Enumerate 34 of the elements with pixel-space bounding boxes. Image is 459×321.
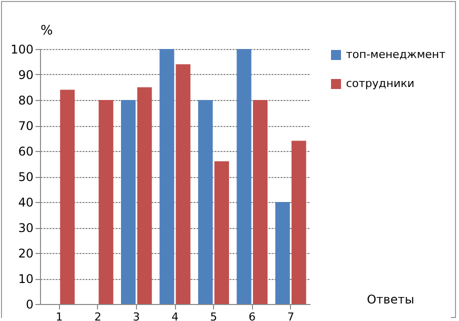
y-tick-label: 50: [18, 170, 34, 184]
y-tick-label: 90: [18, 68, 34, 82]
bar: [160, 49, 174, 304]
legend-label: топ-менеджмент: [346, 48, 446, 61]
x-tick-label: 1: [56, 310, 63, 321]
bar: [176, 64, 190, 304]
bar: [60, 90, 75, 304]
y-tick-label: 0: [26, 298, 34, 312]
y-tick-label: 80: [18, 94, 34, 108]
bar: [236, 49, 252, 304]
bar: [198, 100, 213, 304]
bar: [121, 100, 136, 304]
x-tick-label: 4: [172, 310, 178, 321]
y-tick-label: 70: [18, 119, 34, 133]
legend-label: сотрудники: [346, 77, 414, 90]
bar: [252, 100, 268, 304]
x-tick-label: 5: [210, 310, 218, 321]
y-axis-title: %: [40, 24, 53, 38]
bar: [214, 161, 229, 304]
y-tick-label: 20: [18, 246, 34, 260]
y-tick-label: 60: [18, 144, 34, 158]
x-axis-title: Ответы: [366, 292, 414, 306]
x-tick-label: 3: [132, 310, 140, 321]
bar: [275, 202, 290, 304]
x-tick-label: 7: [287, 310, 294, 321]
y-tick-label: 40: [18, 196, 34, 210]
y-tick-label: 10: [18, 272, 34, 286]
y-tick-label: 30: [18, 221, 34, 235]
bar: [292, 140, 306, 304]
y-tick-label: 100: [10, 42, 34, 56]
x-tick-label: 6: [248, 310, 256, 321]
x-tick-label: 2: [94, 310, 102, 321]
bar: [137, 87, 152, 304]
bar: [98, 100, 114, 304]
